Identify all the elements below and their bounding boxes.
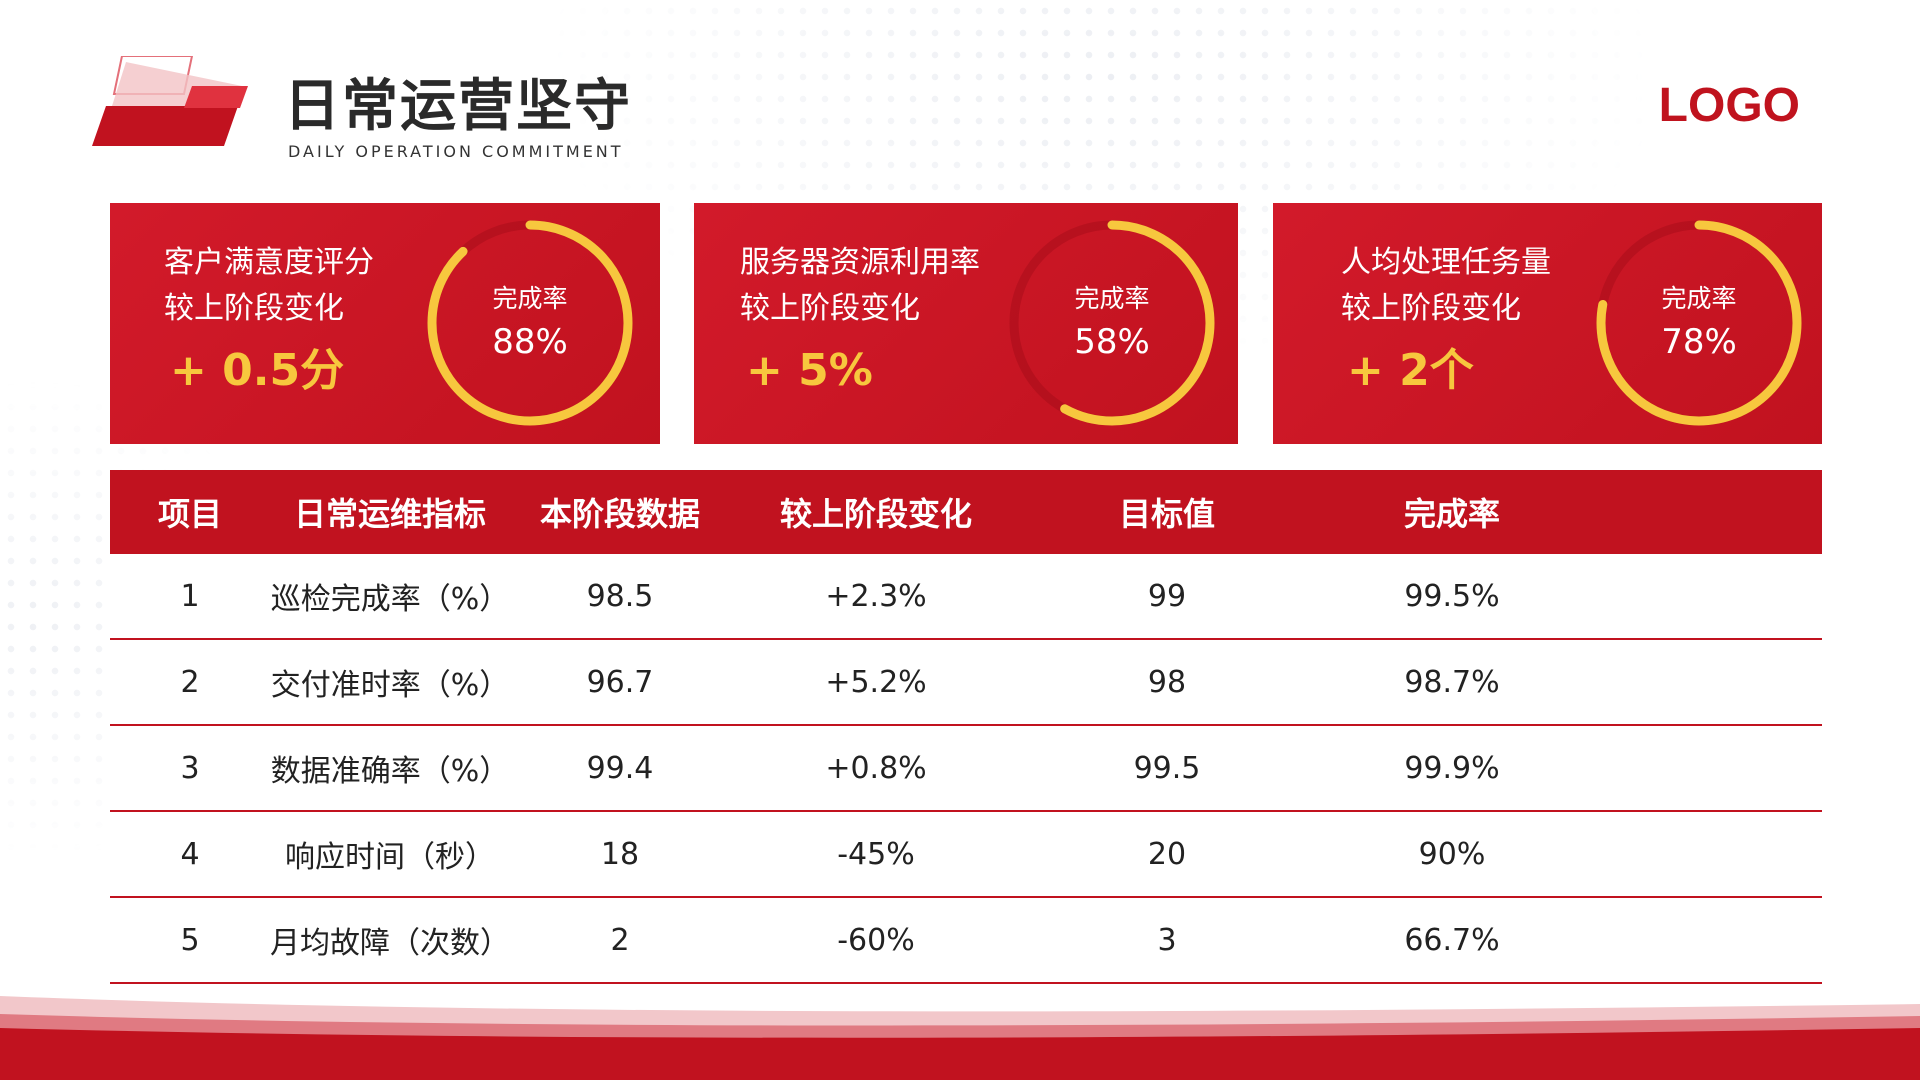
cell-item: 2 <box>180 664 200 700</box>
cell-current: 96.7 <box>586 664 654 700</box>
cell-completion: 90% <box>1418 836 1486 872</box>
cell-item: 4 <box>180 836 200 872</box>
header-cell-indicator: 日常运维指标 <box>293 495 486 533</box>
cell-item: 1 <box>180 578 200 614</box>
table-row: 1 巡检完成率（%） 98.5 +2.3% 99 99.5% <box>110 554 1822 640</box>
metric-card-server-utilization: 服务器资源利用率 较上阶段变化 + 5% 完成率 58% <box>694 203 1238 444</box>
card-sublabel: 较上阶段变化 <box>740 291 920 326</box>
page-title: 日常运营坚守 <box>284 74 632 139</box>
cell-completion: 99.9% <box>1404 750 1500 786</box>
bottom-wave-decoration <box>0 996 1920 1080</box>
cell-completion: 66.7% <box>1404 922 1500 958</box>
cell-item: 3 <box>180 750 200 786</box>
cell-change: +0.8% <box>825 750 927 786</box>
card-label: 服务器资源利用率 <box>740 245 980 280</box>
ring-value: 78% <box>1661 322 1737 362</box>
table-row: 5 月均故障（次数） 2 -60% 3 66.7% <box>110 898 1822 984</box>
progress-ring <box>427 220 633 426</box>
logo: LOGO <box>1658 79 1800 132</box>
ring-value: 58% <box>1074 322 1150 362</box>
metric-card-satisfaction: 客户满意度评分 较上阶段变化 + 0.5分 完成率 88% <box>110 203 660 444</box>
ring-label: 完成率 <box>1074 284 1150 313</box>
cell-indicator: 巡检完成率（%） <box>270 582 510 617</box>
table-row: 4 响应时间（秒） 18 -45% 20 90% <box>110 812 1822 898</box>
ring-label: 完成率 <box>1661 284 1737 313</box>
cell-target: 3 <box>1157 922 1177 958</box>
card-label: 人均处理任务量 <box>1341 245 1551 280</box>
ring-label: 完成率 <box>492 284 568 313</box>
cell-completion: 99.5% <box>1404 578 1500 614</box>
cell-indicator: 响应时间（秒） <box>285 840 495 875</box>
cell-change: -60% <box>837 922 915 958</box>
cell-target: 99 <box>1147 578 1187 614</box>
cell-item: 5 <box>180 922 200 958</box>
header-cell-target: 目标值 <box>1118 495 1215 533</box>
cell-change: -45% <box>837 836 915 872</box>
cell-current: 99.4 <box>586 750 654 786</box>
progress-ring <box>1596 220 1802 426</box>
cell-change: +5.2% <box>825 664 927 700</box>
cell-indicator: 月均故障（次数） <box>270 926 510 961</box>
ring-value: 88% <box>492 322 568 362</box>
table-body: 1 巡检完成率（%） 98.5 +2.3% 99 99.5% 2 交付准时率（%） 96.7 +5… <box>110 554 1822 984</box>
header-cell-completion: 完成率 <box>1403 495 1500 533</box>
cell-indicator: 交付准时率（%） <box>270 668 510 703</box>
card-delta: + 0.5分 <box>170 345 345 396</box>
table-row: 3 数据准确率（%） 99.4 +0.8% 99.5 99.9% <box>110 726 1822 812</box>
card-sublabel: 较上阶段变化 <box>164 291 344 326</box>
cell-target: 98 <box>1147 664 1187 700</box>
progress-ring <box>1009 220 1215 426</box>
card-delta: + 2个 <box>1347 345 1474 396</box>
page-subtitle: DAILY OPERATION COMMITMENT <box>288 142 624 161</box>
card-label: 客户满意度评分 <box>164 245 374 280</box>
cell-change: +2.3% <box>825 578 927 614</box>
header-cell-current: 本阶段数据 <box>539 495 700 533</box>
metric-card-tasks-per-person: 人均处理任务量 较上阶段变化 + 2个 完成率 78% <box>1273 203 1822 444</box>
title-mark-icon <box>92 56 248 146</box>
cell-current: 2 <box>610 922 630 958</box>
cell-indicator: 数据准确率（%） <box>270 754 510 789</box>
cell-current: 18 <box>600 836 640 872</box>
card-delta: + 5% <box>746 345 873 396</box>
cell-current: 98.5 <box>586 578 654 614</box>
cell-target: 99.5 <box>1133 750 1201 786</box>
operations-table: 项目 日常运维指标 本阶段数据 较上阶段变化 目标值 完成率 1 巡检完成率（%）… <box>110 470 1822 984</box>
table-row: 2 交付准时率（%） 96.7 +5.2% 98 98.7% <box>110 640 1822 726</box>
cell-target: 20 <box>1147 836 1187 872</box>
table-header: 项目 日常运维指标 本阶段数据 较上阶段变化 目标值 完成率 <box>110 470 1822 554</box>
cell-completion: 98.7% <box>1404 664 1500 700</box>
header-cell-change: 较上阶段变化 <box>779 495 972 533</box>
card-sublabel: 较上阶段变化 <box>1341 291 1521 326</box>
header-cell-item: 项目 <box>157 495 222 533</box>
